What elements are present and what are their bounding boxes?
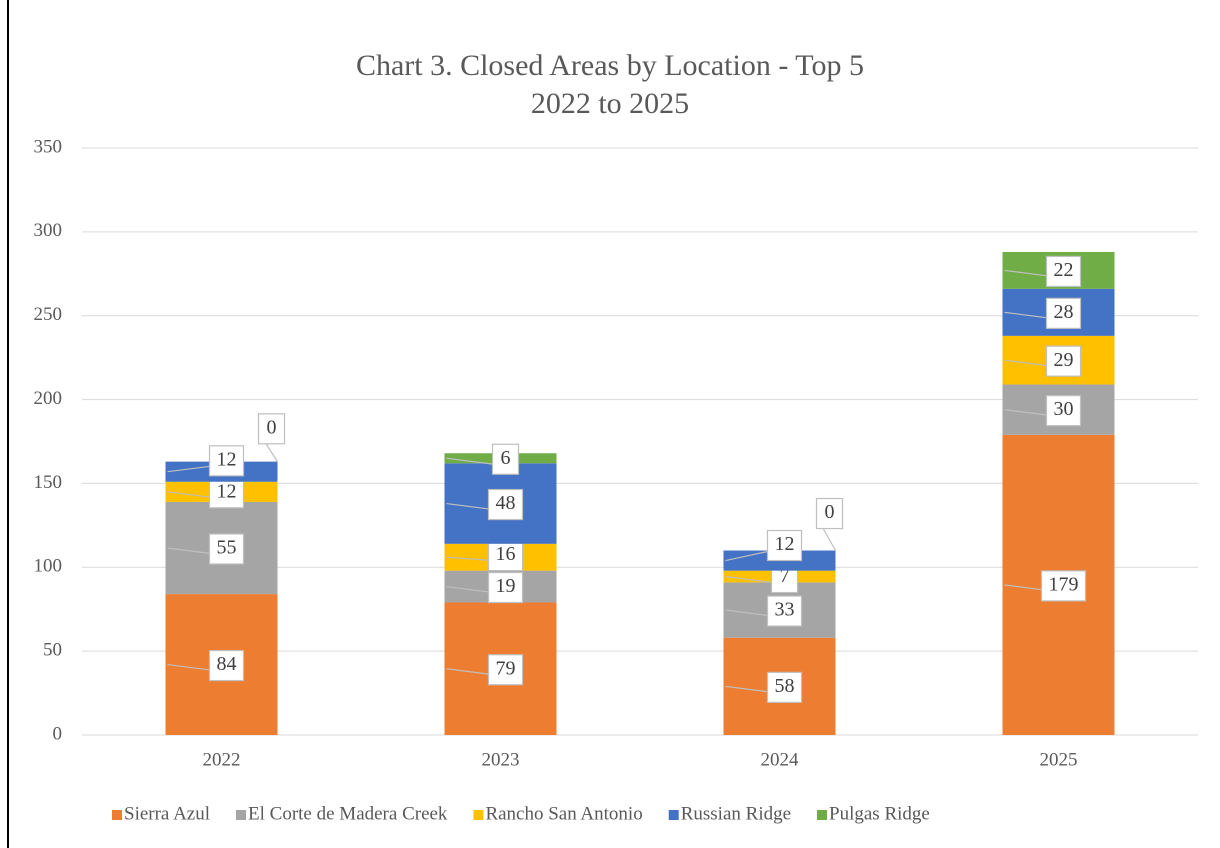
y-tick-label: 150 bbox=[34, 472, 63, 493]
data-label-box bbox=[487, 539, 524, 572]
data-label: 58 bbox=[775, 675, 795, 697]
data-label: 19 bbox=[496, 575, 516, 597]
data-label-box bbox=[766, 595, 803, 627]
data-label: 84 bbox=[217, 653, 237, 675]
data-label: 179 bbox=[1049, 573, 1079, 595]
label-leader bbox=[446, 457, 494, 465]
label-leader bbox=[446, 585, 494, 594]
data-label: 30 bbox=[1054, 398, 1074, 420]
label-leader bbox=[167, 465, 215, 473]
data-label-box bbox=[208, 445, 245, 477]
data-label: 16 bbox=[496, 543, 516, 565]
y-tick-label: 200 bbox=[34, 388, 63, 409]
legend-label: Pulgas Ridge bbox=[829, 803, 930, 824]
y-tick-label: 350 bbox=[34, 136, 63, 157]
data-label: 28 bbox=[1054, 301, 1074, 323]
legend-swatch bbox=[668, 810, 679, 820]
data-label-box bbox=[1045, 297, 1082, 329]
label-leader bbox=[446, 502, 494, 511]
data-label: 12 bbox=[217, 448, 237, 470]
data-label: 79 bbox=[496, 657, 516, 679]
label-leader bbox=[1004, 311, 1052, 319]
legend-label: Sierra Azul bbox=[124, 803, 210, 824]
data-label: 12 bbox=[775, 533, 795, 555]
y-tick-label: 250 bbox=[34, 304, 63, 325]
y-tick-label: 100 bbox=[34, 556, 63, 577]
legend-label: Rancho San Antonio bbox=[485, 803, 642, 824]
data-label-box bbox=[766, 529, 803, 562]
data-label: 29 bbox=[1054, 349, 1074, 371]
data-label-box bbox=[257, 413, 286, 445]
label-leader bbox=[446, 668, 494, 676]
x-tick-label: 2024 bbox=[761, 749, 800, 770]
legend-swatch bbox=[236, 810, 247, 820]
label-leader bbox=[725, 549, 773, 562]
x-tick-label: 2022 bbox=[203, 749, 241, 770]
legend-label: El Corte de Madera Creek bbox=[248, 803, 448, 824]
data-label-box bbox=[1045, 395, 1082, 427]
data-label: 0 bbox=[267, 416, 277, 438]
data-label-box bbox=[487, 654, 524, 686]
data-label-box bbox=[208, 477, 245, 509]
data-label-box bbox=[487, 571, 524, 604]
data-label-box bbox=[1040, 570, 1087, 602]
chart-title: Chart 3. Closed Areas by Location - Top … bbox=[356, 49, 864, 82]
y-tick-label: 0 bbox=[53, 723, 63, 744]
data-label-box bbox=[1045, 345, 1082, 377]
y-tick-label: 50 bbox=[43, 640, 62, 661]
data-label-box bbox=[766, 671, 803, 703]
label-leader bbox=[725, 575, 773, 584]
label-leader bbox=[1004, 359, 1052, 367]
data-label: 0 bbox=[825, 501, 835, 523]
x-tick-label: 2025 bbox=[1040, 749, 1078, 770]
data-label-box bbox=[208, 649, 245, 682]
label-leader bbox=[167, 491, 215, 499]
data-label: 6 bbox=[501, 447, 511, 469]
data-label: 33 bbox=[775, 599, 795, 621]
legend-label: Russian Ridge bbox=[681, 803, 791, 824]
data-label: 48 bbox=[496, 492, 516, 514]
label-leader bbox=[1004, 409, 1052, 417]
data-label-box bbox=[208, 533, 245, 565]
legend-swatch bbox=[112, 810, 122, 820]
legend-swatch bbox=[817, 810, 828, 820]
data-label: 7 bbox=[780, 565, 790, 587]
x-tick-label: 2023 bbox=[482, 749, 520, 770]
label-leader bbox=[446, 556, 494, 562]
data-label-box bbox=[1045, 255, 1082, 288]
data-label: 55 bbox=[217, 537, 237, 559]
label-leader bbox=[1004, 269, 1052, 278]
data-label: 12 bbox=[217, 480, 237, 502]
data-label-box bbox=[491, 443, 520, 475]
data-label-box bbox=[487, 488, 524, 521]
y-tick-label: 300 bbox=[34, 220, 63, 241]
legend-swatch bbox=[473, 810, 484, 820]
label-leader bbox=[167, 663, 215, 672]
data-label-box bbox=[815, 497, 844, 530]
chart-subtitle: 2022 to 2025 bbox=[531, 87, 689, 120]
label-leader bbox=[725, 685, 773, 693]
label-leader bbox=[725, 609, 773, 617]
data-label: 22 bbox=[1054, 259, 1074, 281]
label-leader bbox=[167, 547, 215, 555]
